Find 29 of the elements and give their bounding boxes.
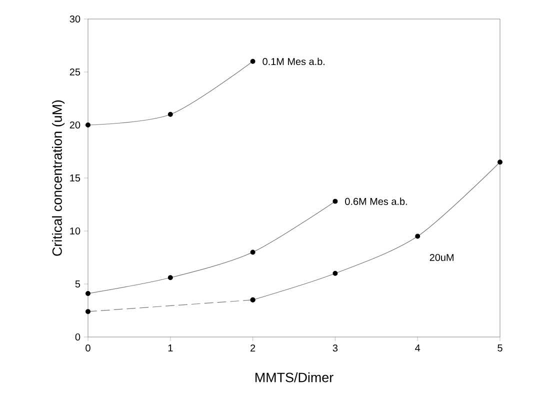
x-tick-label: 0 [86,344,90,352]
x-tick-label: 3 [332,344,338,352]
y-axis-title: Critical concentration (uM) [52,100,65,256]
point [250,250,256,255]
point [498,160,502,165]
point [332,198,338,204]
x-tick-label: 4 [415,344,420,352]
y-tick-label: 15 [70,174,80,182]
point [86,309,90,314]
y-tick-label: 5 [75,280,80,288]
annotation: 0.6M Mes a.b. [345,198,407,205]
point [86,291,90,296]
x-axis-title: MMTS/Dimer [256,372,334,382]
x-tick-label: 1 [168,344,173,352]
annotation: 20uM [430,254,454,262]
x-tick-label: 2 [250,344,256,352]
y-tick-label: 10 [70,227,80,235]
y-tick-label: 20 [70,121,80,129]
point [86,122,90,128]
y-tick-label: 30 [70,15,80,23]
point [168,275,173,280]
point [250,58,256,64]
point [168,112,173,117]
point [332,270,338,276]
annotation: 0.1M Mes a.b. [262,58,324,66]
point [415,234,420,239]
x-tick-label: 5 [498,344,502,352]
y-tick-label: 0 [75,333,80,341]
y-tick-label: 25 [70,68,80,76]
